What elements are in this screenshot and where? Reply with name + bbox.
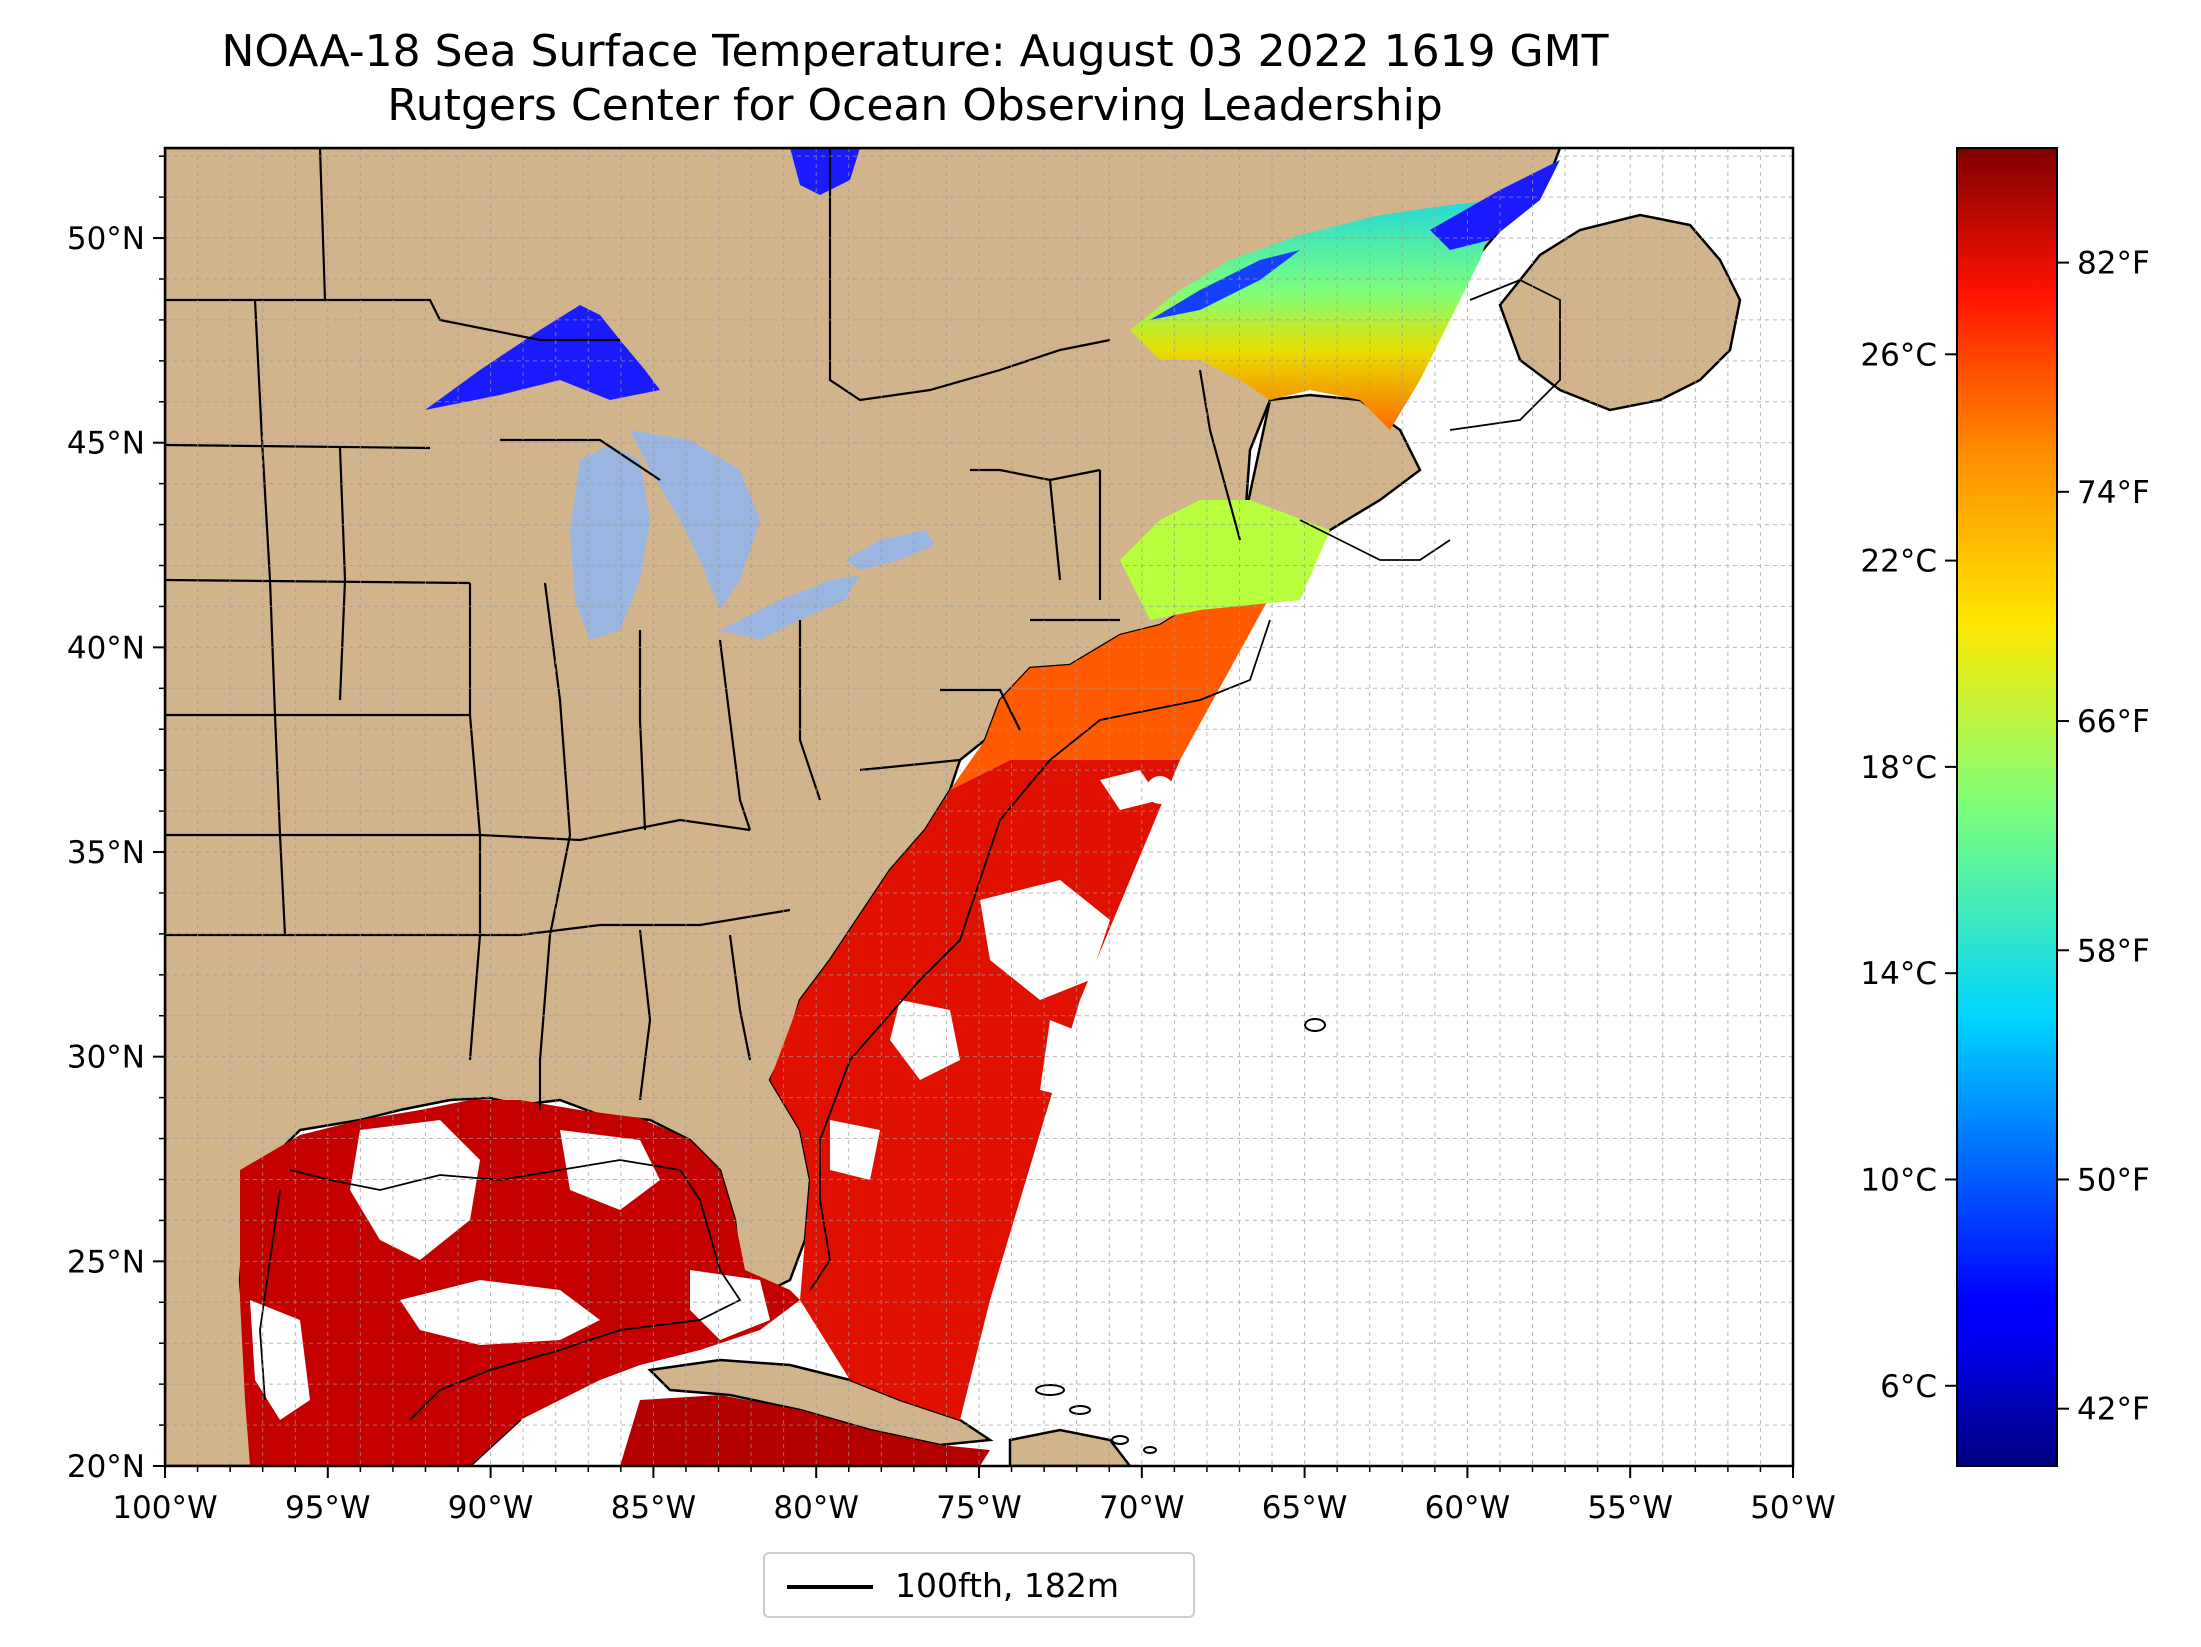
x-tick-label: 95°W bbox=[285, 1490, 371, 1526]
colorbar-f-label: 50°F bbox=[2077, 1162, 2150, 1198]
colorbar-celsius-axis: 6°C 10°C 14°C 18°C 22°C 26°C bbox=[1860, 337, 1957, 1405]
sst-labrador-cold bbox=[1430, 160, 1560, 250]
isobath-100fth bbox=[259, 279, 1561, 1421]
colorbar-c-label: 14°C bbox=[1860, 956, 1937, 992]
colorbar-fahrenheit-axis: 42°F 50°F 58°F 66°F 74°F 82°F bbox=[2057, 246, 2150, 1428]
colorbar bbox=[1956, 147, 2058, 1467]
lake-michigan bbox=[570, 445, 650, 640]
sst-st-lawrence-cold bbox=[1150, 250, 1300, 320]
x-tick-label: 50°W bbox=[1750, 1490, 1836, 1526]
colorbar-f-label: 58°F bbox=[2077, 933, 2150, 969]
colorbar-f-label: 66°F bbox=[2077, 704, 2150, 740]
x-axis: 100°W 95°W 90°W 85°W 80°W 75°W 70°W 65°W 60°W 55°… bbox=[112, 1466, 1836, 1526]
y-tick-label: 35°N bbox=[67, 835, 145, 871]
chart-subtitle: Rutgers Center for Ocean Observing Leade… bbox=[387, 80, 1443, 131]
colorbar-c-label: 10°C bbox=[1860, 1162, 1937, 1198]
sst-atlantic-mid bbox=[950, 560, 1290, 790]
lake-erie bbox=[720, 575, 860, 640]
colorbar-c-label: 26°C bbox=[1860, 337, 1937, 373]
colorbar-f-label: 42°F bbox=[2077, 1392, 2150, 1428]
y-tick-label: 40°N bbox=[67, 630, 145, 666]
y-tick-label: 30°N bbox=[67, 1040, 145, 1076]
y-axis: 20°N 25°N 30°N 35°N 40°N 45°N 50°N bbox=[67, 155, 165, 1485]
colorbar-c-label: 18°C bbox=[1860, 750, 1937, 786]
x-tick-label: 55°W bbox=[1587, 1490, 1673, 1526]
sst-st-lawrence bbox=[1130, 200, 1500, 430]
map-gridlines bbox=[165, 148, 1793, 1466]
y-tick-label: 50°N bbox=[67, 221, 145, 257]
land-hispaniola bbox=[1008, 1428, 1132, 1466]
y-tick-label: 45°N bbox=[67, 426, 145, 462]
lake-huron bbox=[630, 430, 760, 610]
atlantic-islands bbox=[1035, 1018, 1326, 1454]
colorbar-f-label: 82°F bbox=[2077, 246, 2150, 282]
chart-title: NOAA-18 Sea Surface Temperature: August … bbox=[221, 26, 1609, 77]
x-tick-label: 100°W bbox=[112, 1490, 217, 1526]
x-tick-label: 80°W bbox=[773, 1490, 859, 1526]
x-tick-label: 70°W bbox=[1099, 1490, 1185, 1526]
legend-isobath-line bbox=[787, 1585, 873, 1589]
x-tick-label: 65°W bbox=[1262, 1490, 1348, 1526]
y-tick-label: 20°N bbox=[67, 1449, 145, 1485]
x-tick-label: 85°W bbox=[611, 1490, 697, 1526]
x-tick-label: 60°W bbox=[1425, 1490, 1511, 1526]
sst-caribbean bbox=[620, 1395, 990, 1466]
y-tick-label: 25°N bbox=[67, 1244, 145, 1280]
x-tick-label: 75°W bbox=[936, 1490, 1022, 1526]
hudson-bay-edge bbox=[790, 148, 860, 195]
legend: 100fth, 182m bbox=[763, 1552, 1195, 1618]
colorbar-c-label: 6°C bbox=[1880, 1369, 1937, 1405]
land-cuba bbox=[647, 1358, 994, 1447]
lake-ontario bbox=[845, 530, 935, 570]
colorbar-c-label: 22°C bbox=[1860, 544, 1937, 580]
x-tick-label: 90°W bbox=[448, 1490, 534, 1526]
legend-isobath-label: 100fth, 182m bbox=[895, 1566, 1119, 1605]
colorbar-f-label: 74°F bbox=[2077, 475, 2150, 511]
lake-superior bbox=[425, 305, 660, 410]
sst-gulf-of-maine bbox=[1120, 500, 1330, 620]
